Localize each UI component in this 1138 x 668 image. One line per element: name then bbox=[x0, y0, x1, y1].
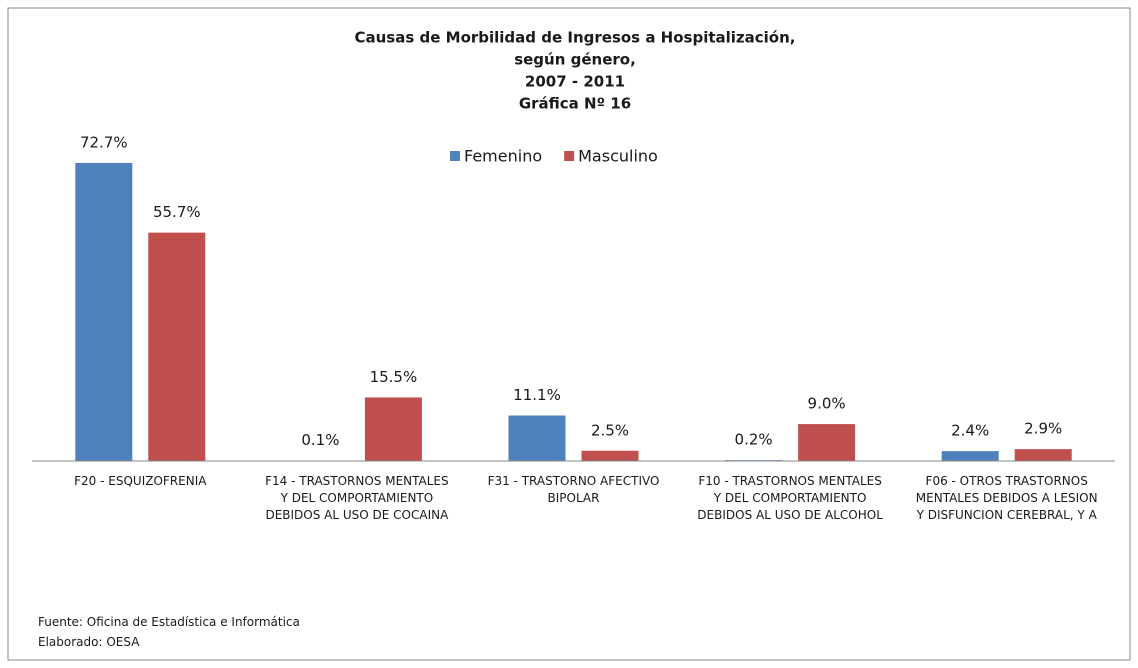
bar bbox=[148, 232, 206, 461]
x-tick-label: F14 - TRASTORNOS MENTALES Y DEL COMPORTA… bbox=[265, 474, 449, 522]
chart-subtitle: 2007 - 2011 bbox=[525, 73, 625, 91]
data-label: 0.2% bbox=[735, 431, 773, 449]
bar bbox=[581, 450, 639, 461]
data-label: 55.7% bbox=[153, 203, 201, 221]
bar bbox=[75, 162, 133, 461]
x-tick-label: F20 - ESQUIZOFRENIA bbox=[74, 474, 207, 488]
chart-title: Causas de Morbilidad de Ingresos a Hospi… bbox=[355, 29, 796, 47]
legend-label: Masculino bbox=[578, 147, 658, 166]
chart-subtitle: según género, bbox=[514, 51, 636, 69]
legend-swatch bbox=[450, 151, 460, 161]
x-tick-label: F31 - TRASTORNO AFECTIVO BIPOLAR bbox=[487, 474, 660, 505]
data-label: 2.9% bbox=[1024, 420, 1062, 438]
bar bbox=[941, 451, 999, 461]
data-label: 2.5% bbox=[591, 421, 629, 439]
data-label: 72.7% bbox=[80, 133, 128, 151]
bar bbox=[508, 415, 566, 461]
data-label: 0.1% bbox=[301, 431, 339, 449]
legend-label: Femenino bbox=[464, 147, 542, 166]
bar bbox=[1014, 449, 1072, 461]
chart-subtitle: Gráfica Nº 16 bbox=[519, 95, 631, 113]
data-label: 15.5% bbox=[370, 368, 418, 386]
legend-swatch bbox=[564, 151, 575, 161]
bar bbox=[364, 397, 422, 461]
data-label: 9.0% bbox=[808, 395, 846, 413]
note: Elaborado: OESA bbox=[38, 635, 140, 649]
x-tick-label: F10 - TRASTORNOS MENTALES Y DEL COMPORTA… bbox=[697, 474, 883, 522]
x-tick-label: F06 - OTROS TRASTORNOS MENTALES DEBIDOS … bbox=[915, 474, 1098, 522]
data-label: 11.1% bbox=[513, 386, 561, 404]
data-label: 2.4% bbox=[951, 422, 989, 440]
bar bbox=[798, 424, 856, 461]
note: Fuente: Oficina de Estadística e Informá… bbox=[38, 615, 300, 629]
